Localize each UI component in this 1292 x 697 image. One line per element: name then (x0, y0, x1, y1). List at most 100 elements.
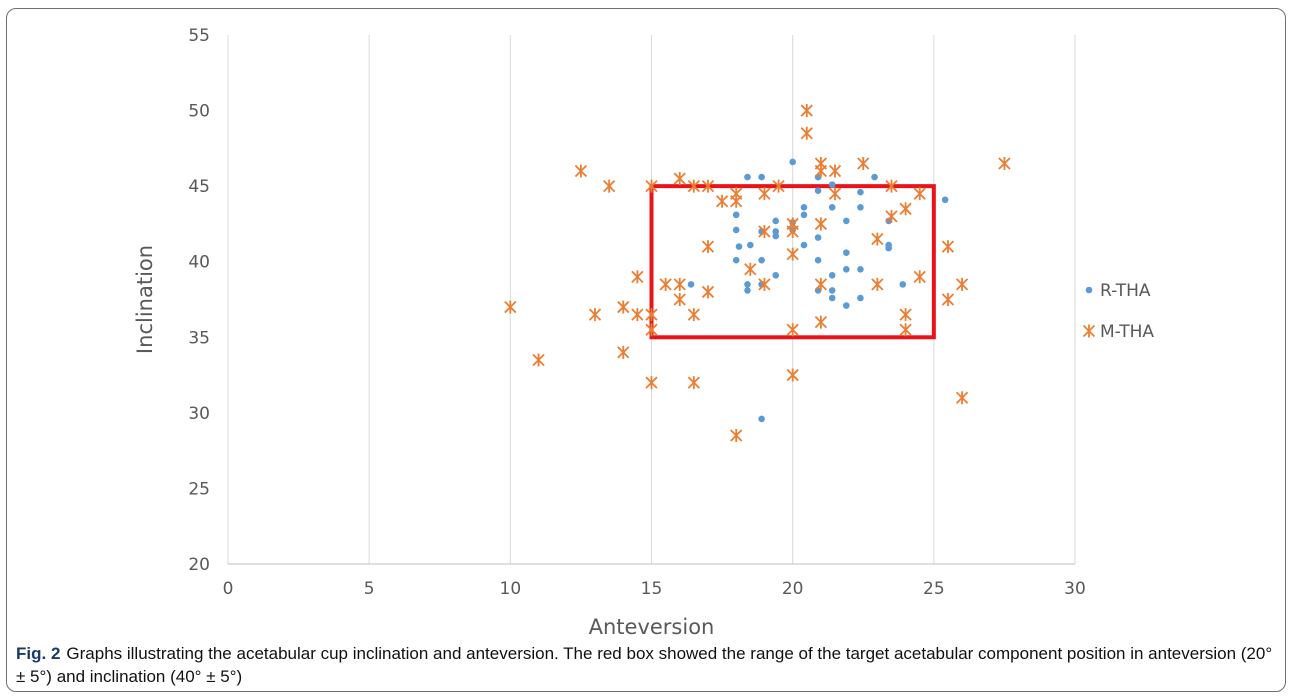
data-point (758, 256, 765, 264)
data-point (772, 217, 780, 225)
x-axis-title: Anteversion (589, 615, 715, 639)
x-tick-label: 20 (782, 579, 804, 599)
data-point (617, 300, 630, 314)
data-point (828, 204, 836, 211)
legend-marker (1085, 286, 1093, 294)
x-tick-label: 10 (500, 579, 522, 599)
data-point (828, 187, 842, 201)
data-point (955, 391, 969, 405)
data-point (772, 228, 780, 235)
data-point (828, 287, 836, 294)
data-point (814, 187, 822, 194)
y-tick-label: 20 (188, 555, 210, 575)
data-point (687, 281, 695, 288)
target-box-layer (649, 184, 936, 340)
data-point (772, 179, 785, 193)
data-point (800, 104, 813, 118)
data-point (885, 209, 898, 223)
data-point (814, 164, 828, 178)
y-tick-label: 45 (188, 177, 210, 197)
data-point (701, 240, 715, 254)
x-tick-label: 25 (923, 579, 945, 599)
data-point (732, 211, 740, 219)
data-point (786, 247, 799, 261)
series-r-tha (687, 158, 949, 423)
data-point (732, 256, 740, 264)
data-point (814, 315, 828, 329)
data-point (744, 287, 751, 294)
data-point (899, 202, 912, 216)
data-point (747, 241, 754, 249)
data-point (786, 323, 799, 337)
scatter-chart: 0 5 10 15 20 25 30 20 25 30 35 40 45 50 55 Anteversion… (133, 26, 1154, 639)
data-point (871, 173, 878, 181)
data-point (814, 256, 822, 264)
data-point (814, 277, 828, 291)
x-tick-label: 0 (223, 579, 234, 599)
data-point (885, 179, 898, 193)
data-point (885, 217, 892, 225)
data-point (941, 196, 949, 204)
data-point (532, 353, 545, 367)
data-point (786, 224, 799, 238)
data-point (800, 204, 808, 211)
data-point (758, 415, 765, 423)
data-point (645, 376, 658, 390)
data-point (574, 164, 588, 178)
data-point (899, 323, 912, 337)
data-point (687, 179, 700, 193)
figure-caption-text: Graphs illustrating the acetabular cup i… (16, 644, 1273, 686)
tick-labels: 0 5 10 15 20 25 30 20 25 30 35 40 45 50 55 (188, 26, 1085, 599)
data-point (673, 172, 686, 186)
data-point (913, 270, 926, 284)
data-point (786, 368, 799, 382)
data-point (701, 179, 715, 193)
y-tick-label: 50 (188, 102, 210, 122)
x-tick-label: 15 (641, 579, 663, 599)
data-point (701, 285, 715, 299)
data-point (941, 240, 955, 254)
data-point (843, 265, 850, 273)
data-point (857, 265, 864, 273)
data-point (673, 293, 686, 306)
data-point (715, 194, 729, 208)
data-point (758, 224, 771, 238)
figure-caption: Fig. 2 Graphs illustrating the acetabular… (16, 642, 1278, 688)
data-point (800, 241, 808, 249)
data-point (645, 323, 658, 337)
data-point (871, 232, 884, 246)
data-point (789, 158, 796, 166)
data-point (687, 376, 700, 390)
data-point (504, 300, 517, 314)
data-point (899, 308, 912, 322)
data-point (857, 294, 864, 302)
data-point (744, 281, 751, 288)
data-point (603, 179, 616, 193)
data-point (843, 302, 850, 309)
data-point (913, 187, 926, 201)
data-point (673, 277, 686, 291)
x-tick-label: 5 (364, 579, 375, 599)
data-point (758, 187, 771, 201)
data-point (800, 211, 808, 219)
y-tick-label: 55 (188, 26, 210, 46)
data-point (631, 308, 644, 322)
data-point (645, 179, 658, 193)
data-point (617, 345, 630, 359)
data-point (857, 156, 870, 170)
data-point (758, 173, 765, 181)
data-point (645, 308, 658, 322)
legend: R-THA M-THA (1082, 281, 1154, 342)
data-point (772, 272, 780, 279)
data-point (814, 217, 828, 231)
data-point (800, 126, 813, 140)
data-point (871, 277, 884, 291)
data-point (631, 270, 644, 284)
data-point (735, 243, 743, 250)
y-tick-label: 35 (188, 328, 210, 348)
y-tick-label: 25 (188, 479, 210, 499)
legend-marker (1082, 324, 1096, 338)
target-range-box (649, 184, 936, 340)
data-point (828, 294, 836, 302)
data-point (744, 262, 757, 276)
